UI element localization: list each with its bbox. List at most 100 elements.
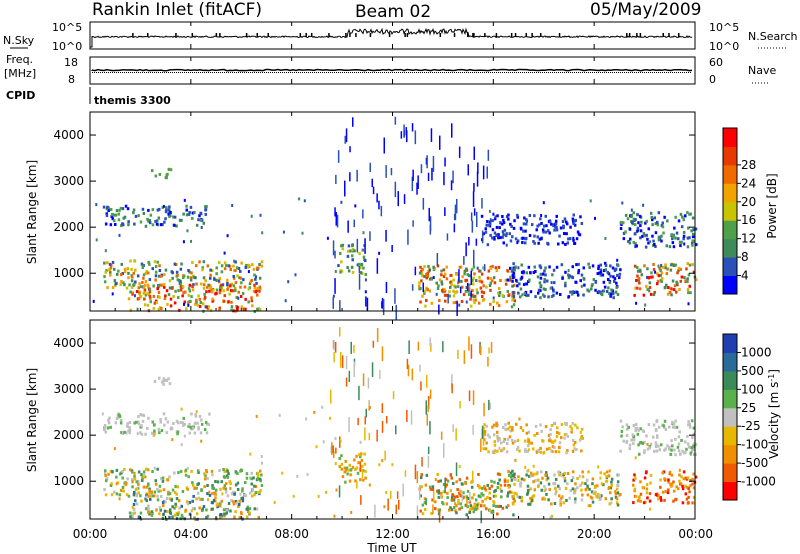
range-cell <box>521 429 525 432</box>
range-cell <box>461 275 464 279</box>
range-cell <box>253 286 257 290</box>
range-cell <box>174 513 177 517</box>
nave-point <box>470 72 471 73</box>
range-cell <box>185 213 189 217</box>
range-cell <box>489 266 493 270</box>
range-cell <box>473 503 477 507</box>
range-cell <box>500 222 504 226</box>
range-cell <box>376 258 379 274</box>
range-cell <box>518 417 521 421</box>
range-cell <box>576 477 579 480</box>
range-cell <box>149 300 152 304</box>
range-cell <box>496 439 500 443</box>
range-cell <box>541 497 544 501</box>
range-cell <box>492 494 496 498</box>
range-cell <box>493 440 496 444</box>
range-cell <box>562 501 565 505</box>
y-tick-label: 3000 <box>53 174 84 188</box>
range-cell <box>684 440 687 444</box>
range-cell <box>440 273 443 277</box>
range-cell <box>202 276 206 280</box>
nave-point <box>194 72 195 73</box>
nave-point <box>318 72 319 73</box>
range-cell <box>207 305 210 309</box>
range-cell <box>132 208 136 212</box>
range-cell <box>237 296 240 300</box>
range-cell <box>364 259 367 263</box>
range-cell <box>682 218 685 222</box>
range-cell <box>516 239 520 243</box>
range-cell <box>571 265 574 269</box>
range-cell <box>439 479 442 483</box>
range-cell <box>554 219 558 223</box>
range-cell <box>478 275 481 279</box>
range-cell <box>256 293 259 297</box>
range-cell <box>516 439 520 442</box>
range-cell <box>512 513 515 517</box>
range-cell <box>652 435 655 439</box>
range-cell <box>115 482 118 486</box>
range-cell <box>476 266 479 270</box>
range-cell <box>690 446 694 450</box>
range-cell <box>158 376 161 380</box>
range-cell <box>211 297 214 301</box>
range-cell <box>586 486 589 490</box>
range-cell <box>240 305 244 309</box>
range-cell <box>160 429 164 433</box>
range-cell <box>437 284 440 288</box>
range-cell <box>455 504 458 508</box>
range-cell <box>255 507 259 511</box>
range-cell <box>491 510 495 514</box>
range-cell <box>187 300 190 304</box>
range-cell <box>247 263 250 267</box>
range-cell <box>158 207 161 211</box>
nave-point <box>496 72 497 73</box>
range-cell <box>627 240 630 243</box>
nave-point <box>456 72 457 73</box>
nave-point <box>530 72 531 73</box>
range-cell <box>686 485 689 489</box>
range-cell <box>506 437 510 441</box>
range-cell <box>156 498 160 502</box>
range-cell <box>436 253 439 267</box>
range-cell <box>598 494 601 498</box>
nave-point <box>534 72 535 73</box>
range-cell <box>207 283 210 287</box>
range-cell <box>108 416 111 420</box>
range-cell <box>134 214 138 218</box>
range-cell <box>495 424 498 428</box>
range-cell <box>579 430 582 434</box>
range-cell <box>522 236 525 240</box>
range-cell <box>153 433 156 437</box>
range-cell <box>592 278 596 282</box>
nave-point <box>234 72 235 73</box>
range-cell <box>158 295 161 299</box>
range-cell <box>121 272 124 275</box>
range-cell <box>687 302 690 306</box>
nave-point <box>608 72 609 73</box>
range-cell <box>679 212 683 216</box>
range-cell <box>391 245 393 253</box>
range-cell <box>334 278 336 294</box>
nave-point <box>274 72 275 73</box>
range-cell <box>669 263 673 267</box>
range-cell <box>632 501 635 505</box>
range-cell <box>572 220 575 224</box>
range-cell <box>475 238 478 246</box>
range-cell <box>658 266 661 270</box>
range-cell <box>504 234 508 238</box>
range-cell <box>156 260 159 264</box>
range-cell <box>539 289 542 293</box>
range-cell <box>561 495 564 499</box>
nave-point <box>426 72 427 73</box>
range-cell <box>181 294 184 298</box>
range-cell <box>536 449 540 453</box>
range-cell <box>198 260 201 264</box>
range-cell <box>616 480 620 484</box>
range-cell <box>520 477 524 481</box>
range-cell <box>461 285 464 289</box>
nave-point <box>202 72 203 73</box>
range-cell <box>632 424 636 427</box>
range-cell <box>412 220 414 227</box>
